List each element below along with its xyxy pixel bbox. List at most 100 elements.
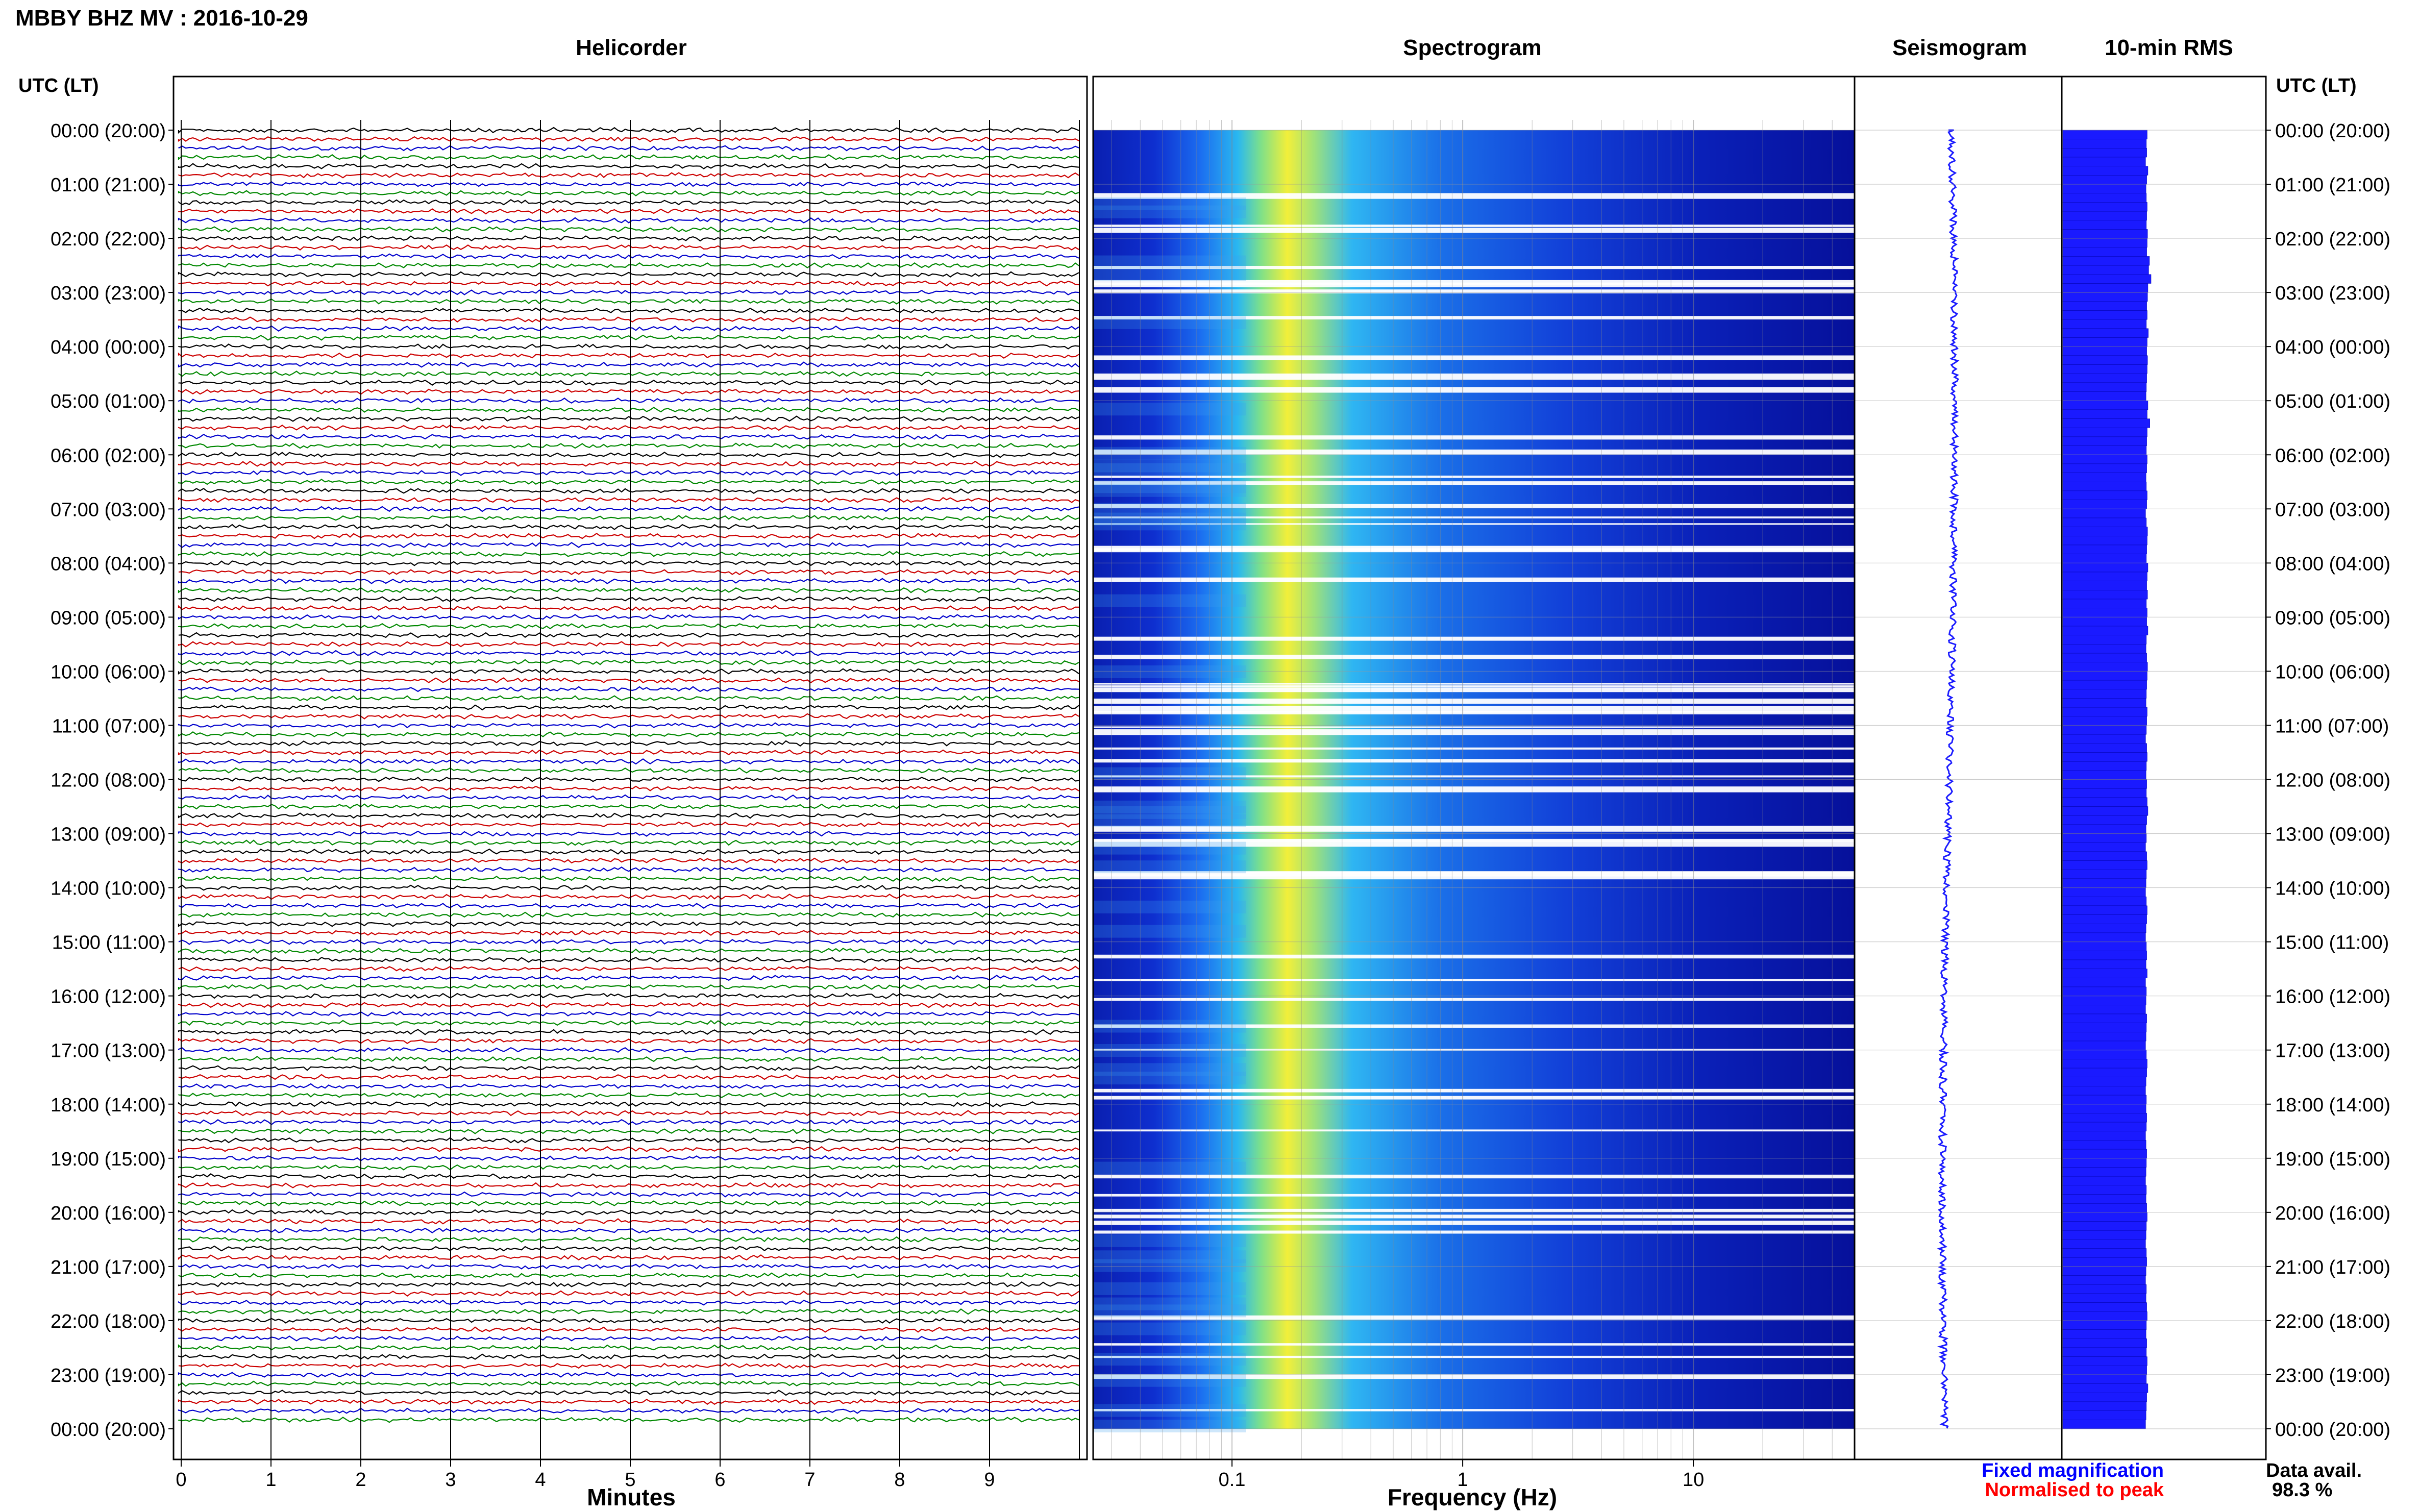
helicorder-trace	[178, 740, 1079, 747]
helicorder-trace	[178, 677, 1079, 684]
rms-bar	[2062, 1131, 2146, 1141]
rms-bar	[2062, 1329, 2146, 1339]
spectrogram-lowfreq-band	[1093, 1161, 1246, 1175]
spectrogram-gap	[1093, 711, 1855, 714]
rms-bar	[2062, 1320, 2147, 1330]
spectrogram-gap	[1093, 435, 1855, 440]
time-label-left: 17:00 (13:00)	[51, 1040, 166, 1062]
rms-bar	[2062, 1194, 2146, 1204]
time-label-right: 09:00 (05:00)	[2275, 607, 2390, 629]
rms-bar	[2062, 1221, 2147, 1231]
spectrogram-lowfreq-band	[1093, 1282, 1246, 1295]
helicorder-trace	[178, 569, 1079, 576]
spectrogram-lowfreq-band	[1093, 1063, 1246, 1076]
helicorder-trace	[178, 641, 1079, 648]
helicorder-trace	[178, 857, 1079, 864]
spectrogram-gap	[1093, 1174, 1855, 1179]
spectrogram-gap	[1093, 1208, 1855, 1212]
helicorder-trace	[178, 433, 1079, 440]
helicorder-panel	[178, 120, 1080, 1459]
helicorder-trace	[178, 1065, 1079, 1071]
rms-bar	[2062, 924, 2146, 933]
time-label-right: 12:00 (08:00)	[2275, 770, 2390, 791]
minute-tick-label: 8	[894, 1469, 905, 1491]
helicorder-trace	[178, 497, 1079, 503]
rms-bar	[2062, 599, 2147, 608]
spectrogram-lowfreq-band	[1093, 594, 1246, 607]
rms-bar	[2062, 455, 2148, 464]
helicorder-trace	[178, 1399, 1079, 1405]
time-label-left: 05:00 (01:00)	[51, 391, 166, 412]
time-label-left: 20:00 (16:00)	[51, 1203, 166, 1224]
spectrogram-gap	[1093, 759, 1855, 763]
spectrogram-lowfreq-band	[1093, 1404, 1246, 1417]
spectrogram-lowfreq-band	[1093, 1072, 1246, 1085]
time-label-left: 22:00 (18:00)	[51, 1311, 166, 1332]
rms-bar	[2062, 517, 2147, 527]
helicorder-trace	[178, 1074, 1079, 1080]
helicorder-trace	[178, 1029, 1079, 1035]
rms-bar	[2062, 617, 2147, 627]
axes: 0 1 2 3 4 5 6 7 8 9 0.1 1 10	[168, 76, 2271, 1491]
time-label-right: 23:00 (19:00)	[2275, 1365, 2390, 1386]
rms-bar	[2062, 644, 2146, 654]
helicorder-trace	[178, 902, 1079, 909]
rms-bar	[2062, 310, 2148, 320]
time-label-left: 09:00 (05:00)	[51, 607, 166, 629]
rms-bar	[2062, 193, 2147, 203]
spectrogram-lowfreq-band	[1093, 806, 1246, 819]
helicorder-trace	[178, 1344, 1079, 1351]
rms-bar	[2062, 1302, 2147, 1312]
helicorder-trace	[178, 154, 1079, 161]
helicorder-trace	[178, 650, 1079, 657]
minute-tick-label: 1	[265, 1469, 276, 1491]
seismogram-trace	[1937, 129, 1960, 1429]
helicorder-trace	[178, 812, 1079, 819]
helicorder-trace	[178, 731, 1079, 738]
spectrogram-gap	[1093, 355, 1855, 360]
spectrogram-gap	[1093, 225, 1855, 227]
helicorder-trace	[178, 1002, 1079, 1008]
spectrogram-lowfreq-band	[1093, 1297, 1246, 1310]
rms-bar	[2062, 1013, 2147, 1023]
helicorder-trace	[178, 704, 1079, 711]
frequency-tick-label: 0.1	[1219, 1469, 1246, 1491]
helicorder-trace	[178, 334, 1079, 341]
spectrogram-gap	[1093, 687, 1855, 692]
spectrogram-gap	[1093, 387, 1855, 393]
spectrogram-gap	[1093, 729, 1855, 735]
rms-bar	[2062, 1230, 2146, 1240]
helicorder-trace	[178, 1407, 1079, 1414]
rms-bar	[2062, 1356, 2148, 1366]
spectrogram-lowfreq-band	[1093, 800, 1246, 813]
spectrogram-gap	[1093, 1129, 1855, 1132]
spectrogram-lowfreq-band	[1093, 403, 1246, 416]
helicorder-trace	[178, 253, 1079, 260]
rms-bar	[2062, 229, 2148, 239]
time-label-right: 14:00 (10:00)	[2275, 878, 2390, 900]
spectrogram-gap	[1093, 266, 1855, 269]
rms-bar	[2062, 1077, 2146, 1086]
rms-bar	[2062, 1167, 2146, 1177]
rms-bar	[2062, 130, 2148, 139]
spectrogram-lowfreq-band	[1093, 197, 1246, 210]
rms-bar	[2062, 842, 2146, 852]
spectrogram-gap	[1093, 1374, 1855, 1379]
helicorder-trace	[178, 1417, 1079, 1423]
spectrogram-gap	[1093, 289, 1855, 293]
helicorder-trace	[178, 993, 1079, 999]
rms-bar	[2062, 671, 2148, 681]
helicorder-trace	[178, 469, 1079, 476]
helicorder-trace	[178, 695, 1079, 702]
helicorder-trace	[178, 1101, 1079, 1107]
rms-bar	[2062, 680, 2147, 690]
helicorder-trace	[178, 289, 1079, 296]
helicorder-trace	[178, 1245, 1079, 1252]
helicorder-trace	[178, 506, 1079, 512]
helicorder-trace	[178, 596, 1079, 603]
rms-bar	[2062, 1383, 2149, 1393]
helicorder-trace	[178, 316, 1079, 323]
spectrogram-gap	[1093, 699, 1855, 704]
time-label-left: 07:00 (03:00)	[51, 499, 166, 520]
minute-tick-label: 5	[625, 1469, 635, 1491]
